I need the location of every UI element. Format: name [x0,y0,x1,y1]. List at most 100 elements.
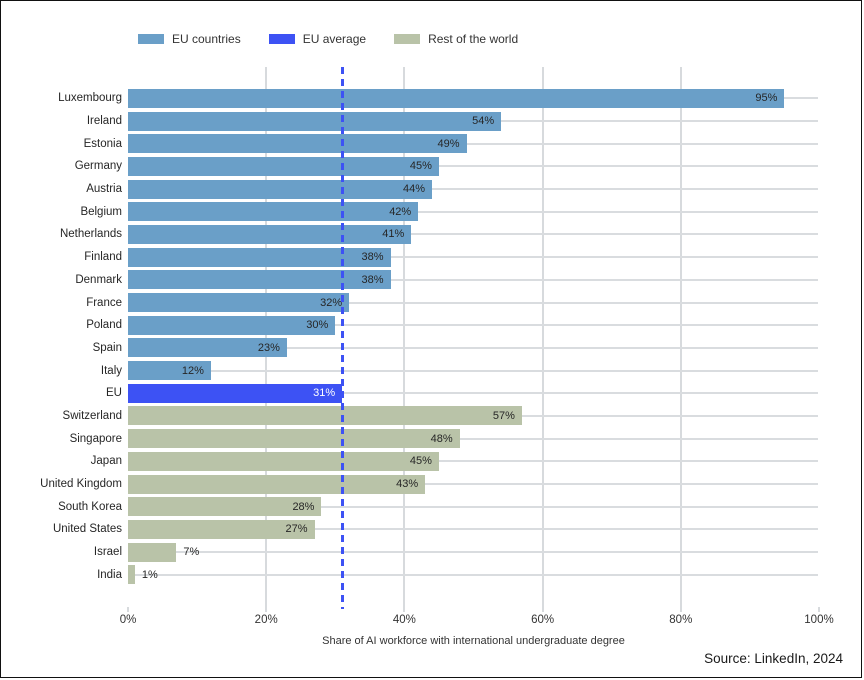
chart-row-germany: Germany 45% [75,155,819,178]
country-label: Finland [84,251,122,264]
chart-row-finland: Finland 38% [84,246,819,269]
country-label: Spain [92,341,122,354]
bar-eu [128,111,502,131]
legend-item-eu-average: EU average [268,32,367,46]
row-track-line [128,210,818,213]
legend-swatch-rest-of-world [394,34,421,44]
value-label: 38% [361,251,384,264]
x-tick-mark-100 [818,607,820,612]
legend-label-eu-average: EU average [302,32,367,46]
bar-eu_avg [128,383,343,403]
x-tick-mark-80 [679,607,682,612]
value-label: 41% [382,228,405,241]
row-track-line [128,188,818,191]
chart-row-italy: Italy 12% [101,359,819,382]
x-tick-mark-40 [403,607,406,612]
row-track-line [128,278,818,281]
country-label: Switzerland [62,409,122,422]
x-tick-label-20%: 20% [254,614,278,626]
bar-row [128,519,315,539]
chart-row-austria: Austria 44% [86,178,819,201]
x-tick-label-40%: 40% [392,614,416,626]
bar-row [128,451,439,471]
chart-row-singapore: Singapore 48% [70,427,819,450]
chart-row-estonia: Estonia 49% [84,132,819,155]
country-label: Denmark [75,273,122,286]
bar-eu [128,338,287,358]
country-label: Ireland [86,115,122,128]
chart-row-switzerland: Switzerland 57% [63,405,819,428]
chart-row-eu: EU 31% [106,382,819,405]
value-label: 45% [409,160,432,173]
value-label: 57% [492,409,515,422]
country-label: Japan [90,455,122,468]
eu-average-reference-line [341,67,345,609]
bar-eu [128,270,391,290]
x-tick-mark-0 [127,607,129,612]
bar-row [128,542,177,562]
row-track-line [128,483,818,486]
value-label: 44% [403,183,426,196]
row-track-line [128,165,818,168]
chart-row-united-kingdom: United Kingdom 43% [40,473,819,496]
chart-row-belgium: Belgium 42% [80,200,819,223]
country-label: India [97,568,122,581]
bar-eu [128,179,433,199]
bar-row [128,565,135,585]
chart-row-france: France 32% [86,291,819,314]
gridline-60 [541,67,544,607]
bar-eu [128,156,439,176]
legend-item-rest-of-world: Rest of the world [394,32,518,46]
row-track-line [128,551,818,554]
value-label: 42% [389,205,412,218]
legend-label-eu-countries: EU countries [172,32,241,46]
value-label: 1% [141,568,158,581]
row-track-line [128,142,818,145]
country-label: Singapore [69,432,122,445]
chart-row-india: India 1% [97,563,819,586]
chart-row-japan: Japan 45% [91,450,819,473]
gridline-20 [265,67,268,607]
legend-item-eu-countries: EU countries [138,32,241,46]
row-track-line [128,324,818,327]
country-label: Luxembourg [58,92,122,105]
row-track-line [128,256,818,259]
row-track-line [128,369,818,372]
chart-legend: EU countries EU average Rest of the worl… [138,32,518,46]
row-track-line [128,301,818,304]
bar-eu [128,202,419,222]
value-label: 32% [320,296,343,309]
chart-row-poland: Poland 30% [86,314,819,337]
x-tick-label-80%: 80% [669,614,693,626]
gridline-40 [403,67,406,607]
chart-row-spain: Spain 23% [93,337,819,360]
country-label: Belgium [80,205,122,218]
source-note: Source: LinkedIn, 2024 [704,651,843,666]
bar-row [128,497,322,517]
x-axis-label: Share of AI workforce with international… [322,635,625,647]
bar-rows: Luxembourg 95% Ireland 54% Estonia 49% Germany… [40,87,819,586]
x-tick-label-100%: 100% [804,614,834,626]
chart-row-united-states: United States 27% [53,518,819,541]
value-label: 38% [361,273,384,286]
country-label: United Kingdom [40,478,122,491]
country-label: EU [106,387,122,400]
bar-eu [128,134,467,154]
value-label: 27% [285,523,308,536]
chart-row-denmark: Denmark 38% [75,269,819,292]
country-label: Austria [86,183,122,196]
x-tick-label-0%: 0% [119,614,137,626]
gridline-80 [679,67,682,607]
value-label: 23% [257,341,280,354]
bar-eu [128,361,211,381]
value-label: 43% [396,478,419,491]
value-label: 30% [306,319,329,332]
country-label: Estonia [83,137,122,150]
row-track-line [128,346,818,349]
row-track-line [128,233,818,236]
legend-swatch-eu-average [268,34,295,44]
row-track-line [128,528,818,531]
bar-row [128,429,460,449]
value-label: 54% [472,115,495,128]
